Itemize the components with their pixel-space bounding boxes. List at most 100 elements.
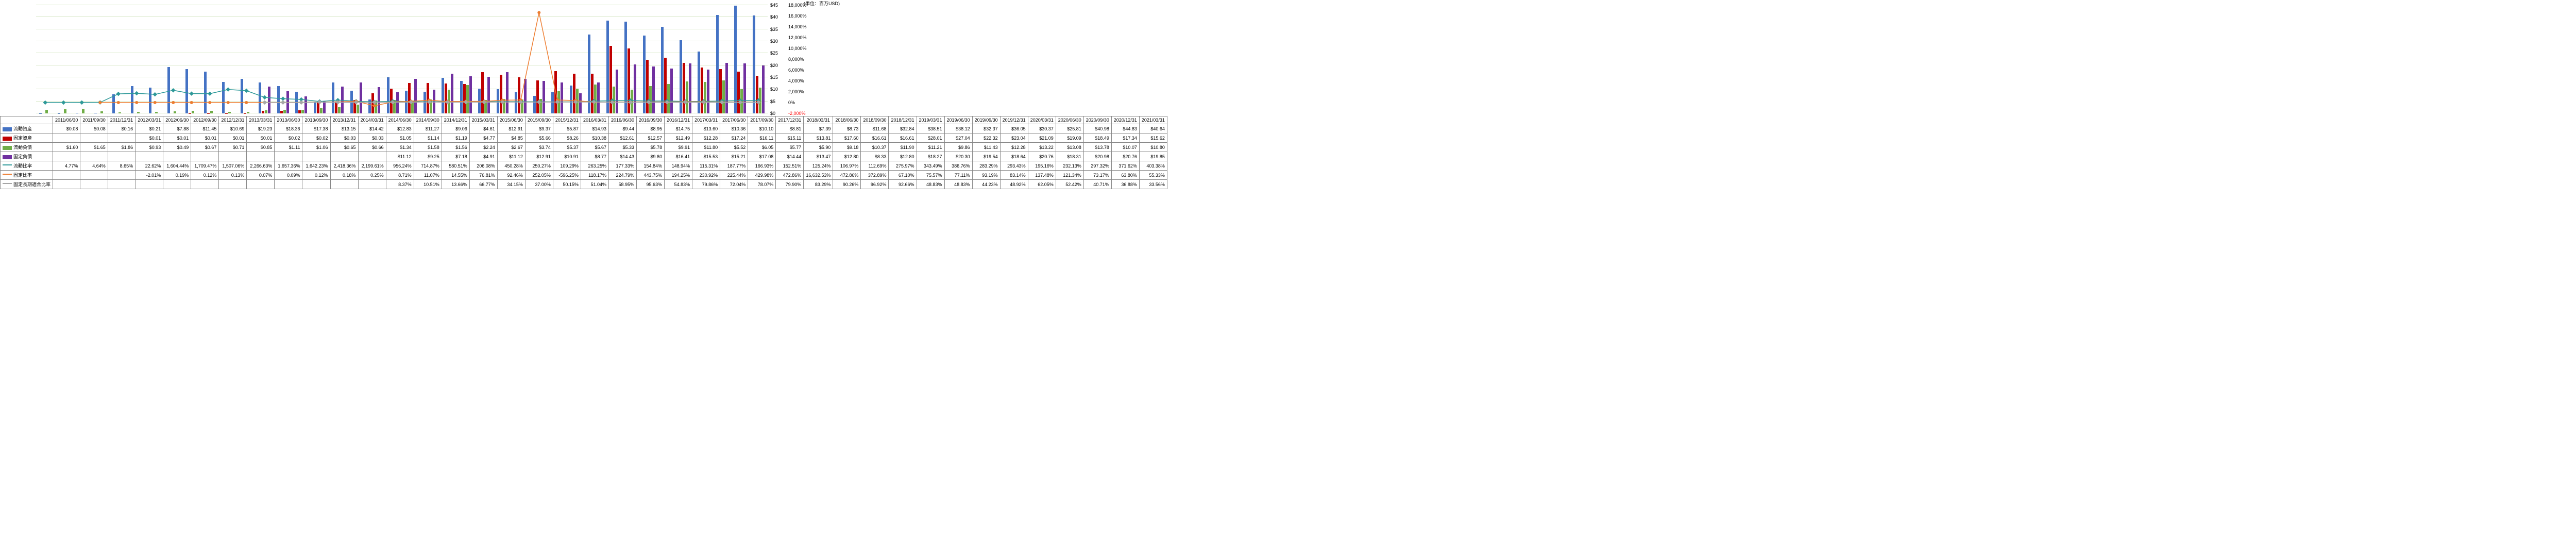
data-cell: $0.66 [358, 143, 386, 152]
bar-fl [286, 91, 289, 113]
data-cell: 48.83% [944, 180, 972, 189]
bar-ca [149, 88, 151, 113]
data-cell: $10.10 [748, 124, 776, 133]
data-cell: $11.12 [497, 152, 525, 161]
bar-group [312, 102, 327, 113]
data-cell: 8.71% [386, 171, 414, 180]
data-cell: $19.85 [1139, 152, 1167, 161]
data-cell: 283.29% [972, 161, 1000, 171]
bar-group [294, 92, 309, 113]
bar-ca [423, 92, 426, 113]
bar-ca [588, 35, 590, 113]
data-cell: 77.11% [944, 171, 972, 180]
bar-fl [506, 72, 509, 113]
data-cell: $40.64 [1139, 124, 1167, 133]
bar-cl [613, 87, 615, 113]
data-cell: $0.01 [163, 133, 191, 143]
data-cell: $1.65 [80, 143, 108, 152]
period-header: 2016/03/31 [581, 116, 608, 124]
data-cell: $10.38 [581, 133, 608, 143]
bar-cl [137, 112, 140, 113]
data-cell: $8.77 [581, 152, 608, 161]
bar-fl [634, 64, 636, 113]
bar-fl [707, 70, 709, 113]
bar-ca [533, 96, 536, 113]
data-cell: $20.30 [944, 152, 972, 161]
data-cell: 83.29% [804, 180, 833, 189]
bar-group [751, 15, 766, 113]
bar-ca [643, 36, 646, 113]
bar-cl [704, 82, 706, 113]
period-header: 2020/06/30 [1056, 116, 1083, 124]
data-cell: 224.79% [608, 171, 636, 180]
data-cell: 8.37% [386, 180, 414, 189]
data-cell: 450.28% [497, 161, 525, 171]
bar-group [166, 67, 180, 113]
data-cell: $8.73 [833, 124, 861, 133]
data-cell: 293.43% [1000, 161, 1028, 171]
bar-group [587, 35, 601, 113]
bar-ca [698, 52, 700, 113]
data-cell: $11.90 [889, 143, 917, 152]
data-cell: $9.37 [525, 124, 553, 133]
bar-fa [353, 100, 356, 113]
bar-fl [597, 82, 600, 113]
data-cell: 118.17% [581, 171, 608, 180]
period-header: 2019/12/31 [1000, 116, 1028, 124]
line-overlay [36, 5, 768, 113]
data-cell: $14.75 [665, 124, 692, 133]
data-cell: 187.77% [720, 161, 748, 171]
data-cell: $0.71 [219, 143, 247, 152]
data-cell [330, 180, 358, 189]
data-cell: 1,642.23% [302, 161, 330, 171]
bar-fl [561, 82, 563, 113]
bar-fa [683, 63, 685, 113]
data-cell: $20.76 [1028, 152, 1056, 161]
data-cell: $5.90 [804, 143, 833, 152]
bar-fl [543, 81, 545, 113]
data-cell: 275.97% [889, 161, 917, 171]
data-cell: 11.07% [414, 171, 442, 180]
data-cell: 112.69% [861, 161, 889, 171]
data-cell [302, 180, 330, 189]
data-cell: 55.33% [1139, 171, 1167, 180]
data-cell: $5.77 [776, 143, 804, 152]
data-cell: 125.24% [804, 161, 833, 171]
data-cell: $15.11 [776, 133, 804, 143]
data-cell [108, 171, 135, 180]
bar-fl [689, 63, 691, 113]
data-cell: $13.47 [804, 152, 833, 161]
bar-ca [624, 22, 627, 113]
bar-ca [222, 82, 225, 113]
bar-fa [737, 72, 740, 113]
data-cell: $4.91 [469, 152, 497, 161]
data-cell: $7.39 [804, 124, 833, 133]
data-cell: $12.91 [525, 152, 553, 161]
bar-fa [756, 76, 758, 113]
data-cell [80, 171, 108, 180]
bar-group [221, 82, 235, 113]
bar-group [56, 109, 71, 113]
data-cell: 443.75% [637, 171, 665, 180]
data-cell: 0.18% [330, 171, 358, 180]
bar-group [605, 21, 619, 113]
data-cell: $12.28 [692, 133, 720, 143]
data-cell: $12.80 [833, 152, 861, 161]
bar-fl [652, 66, 655, 113]
period-header: 2016/06/30 [608, 116, 636, 124]
period-header: 2017/06/30 [720, 116, 748, 124]
bar-group [697, 52, 711, 113]
data-cell: $44.83 [1111, 124, 1139, 133]
data-cell [80, 180, 108, 189]
bar-fl [304, 96, 307, 114]
bar-ca [551, 92, 554, 113]
data-cell: $14.93 [581, 124, 608, 133]
data-cell: 297.32% [1083, 161, 1111, 171]
data-cell: $16.41 [665, 152, 692, 161]
bar-ca [734, 6, 737, 113]
bar-fa [701, 68, 703, 113]
data-cell: 472.86% [833, 171, 861, 180]
data-cell: 152.51% [776, 161, 804, 171]
bar-cl [557, 91, 560, 113]
chart-plot-area [36, 5, 768, 113]
